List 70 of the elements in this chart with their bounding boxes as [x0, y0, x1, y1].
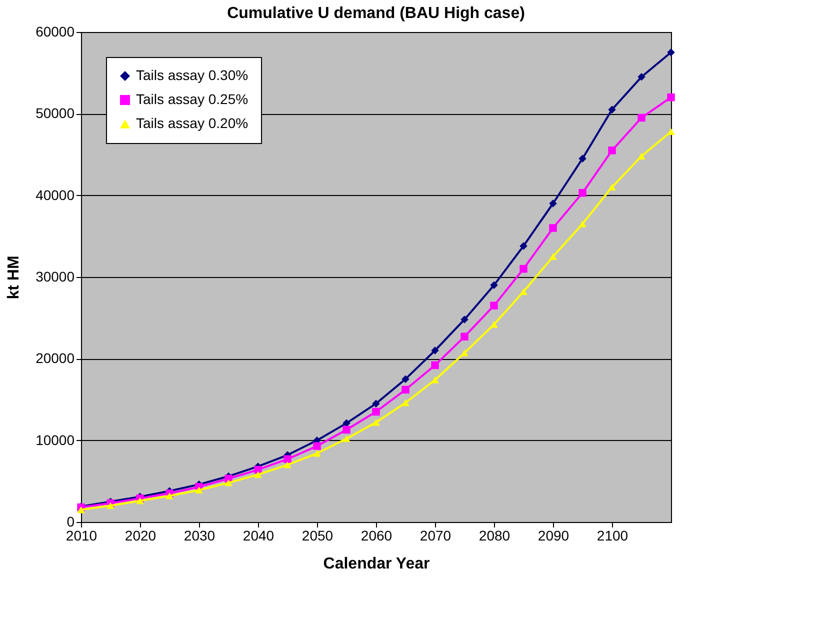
- y-axis-title: kt HM: [6, 256, 23, 300]
- x-tick-label: 2070: [420, 528, 452, 544]
- point: [136, 497, 144, 504]
- point: [106, 502, 114, 510]
- x-tick-label: 2020: [124, 528, 156, 544]
- point: [402, 375, 410, 383]
- point: [460, 350, 468, 356]
- point: [254, 466, 262, 474]
- point: [667, 128, 675, 135]
- y-tick-label: 10000: [36, 432, 75, 448]
- y-tick-label: 20000: [36, 350, 75, 366]
- point: [224, 479, 232, 486]
- point: [667, 48, 675, 56]
- x-tick-label: 2030: [184, 528, 216, 544]
- legend-label: Tails assay 0.25%: [136, 91, 248, 107]
- y-tick-label: 50000: [36, 105, 75, 122]
- point: [608, 106, 616, 114]
- point: [549, 200, 557, 208]
- point: [372, 419, 380, 426]
- y-tick-label: 0: [66, 514, 75, 530]
- x-tick-label: 2090: [538, 528, 570, 544]
- x-axis-title: Calendar Year: [323, 556, 430, 572]
- x-tick-label: 2080: [478, 528, 510, 544]
- point: [638, 73, 646, 81]
- point: [520, 288, 528, 296]
- x-tick-label: 2050: [302, 528, 334, 544]
- point: [342, 435, 350, 442]
- chart-title: Cumulative U demand (BAU High case): [227, 5, 525, 22]
- point: [342, 426, 350, 434]
- point: [431, 346, 439, 354]
- point: [549, 224, 557, 232]
- point: [431, 361, 439, 370]
- point: [460, 316, 468, 324]
- point: [490, 302, 498, 310]
- x-tick-label: 2040: [242, 528, 274, 544]
- point: [166, 492, 174, 500]
- y-tick-label: 30000: [36, 268, 75, 284]
- point: [549, 253, 557, 260]
- y-tick-label: 40000: [36, 186, 75, 203]
- x-tick-label: 2100: [596, 528, 628, 544]
- point: [638, 114, 646, 122]
- point: [313, 442, 321, 450]
- point: [313, 450, 321, 457]
- point: [402, 399, 410, 406]
- point: [638, 152, 646, 160]
- point: [431, 376, 439, 384]
- point: [460, 332, 468, 340]
- point: [77, 506, 85, 514]
- point: [254, 471, 262, 478]
- point: [490, 321, 498, 328]
- point: [520, 242, 528, 250]
- point: [578, 154, 586, 162]
- legend-label: Tails assay 0.30%: [136, 67, 248, 83]
- point: [402, 386, 410, 394]
- point: [195, 486, 203, 494]
- point: [578, 220, 586, 228]
- point: [608, 146, 616, 154]
- point: [608, 184, 616, 191]
- x-tick-label: 2060: [360, 528, 392, 544]
- point: [490, 281, 498, 290]
- point: [667, 93, 675, 102]
- legend-label: Tails assay 0.20%: [136, 115, 248, 131]
- point: [284, 461, 292, 468]
- point: [284, 455, 292, 463]
- y-tick-label: 60000: [36, 24, 75, 40]
- x-tick-label: 2010: [66, 528, 98, 544]
- point: [372, 400, 380, 408]
- point: [578, 189, 586, 197]
- point: [372, 408, 380, 416]
- point: [520, 264, 528, 273]
